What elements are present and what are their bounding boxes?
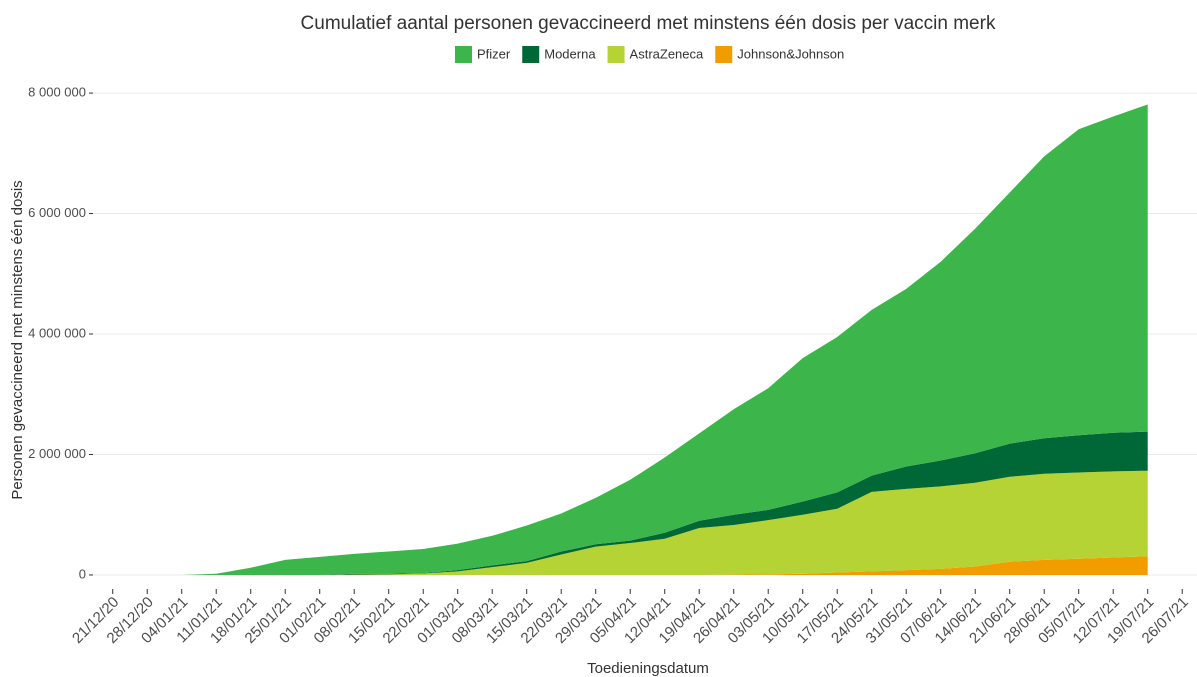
chart-title: Cumulatief aantal personen gevaccineerd … <box>301 13 996 34</box>
y-tick-label: 2 000 000 <box>28 446 86 461</box>
y-axis-label: Personen gevaccineerd met minstens één d… <box>9 180 26 499</box>
legend-label: AstraZeneca <box>630 46 704 61</box>
legend-swatch <box>715 46 733 63</box>
y-tick-label: 8 000 000 <box>28 85 86 100</box>
legend-label: Pfizer <box>477 46 511 61</box>
y-tick-label: 4 000 000 <box>28 325 86 340</box>
legend-swatch <box>455 46 472 63</box>
area <box>112 556 1148 575</box>
area <box>112 431 1148 575</box>
legend-swatch <box>607 46 625 63</box>
x-axis-label: Toedieningsdatum <box>587 660 709 677</box>
area <box>112 470 1148 575</box>
area <box>112 104 1148 575</box>
legend-label: Moderna <box>544 46 596 61</box>
legend-label: Johnson&Johnson <box>737 46 844 61</box>
y-tick-label: 6 000 000 <box>28 205 86 220</box>
y-tick-label: 0 <box>79 566 86 581</box>
legend-swatch <box>522 46 540 63</box>
